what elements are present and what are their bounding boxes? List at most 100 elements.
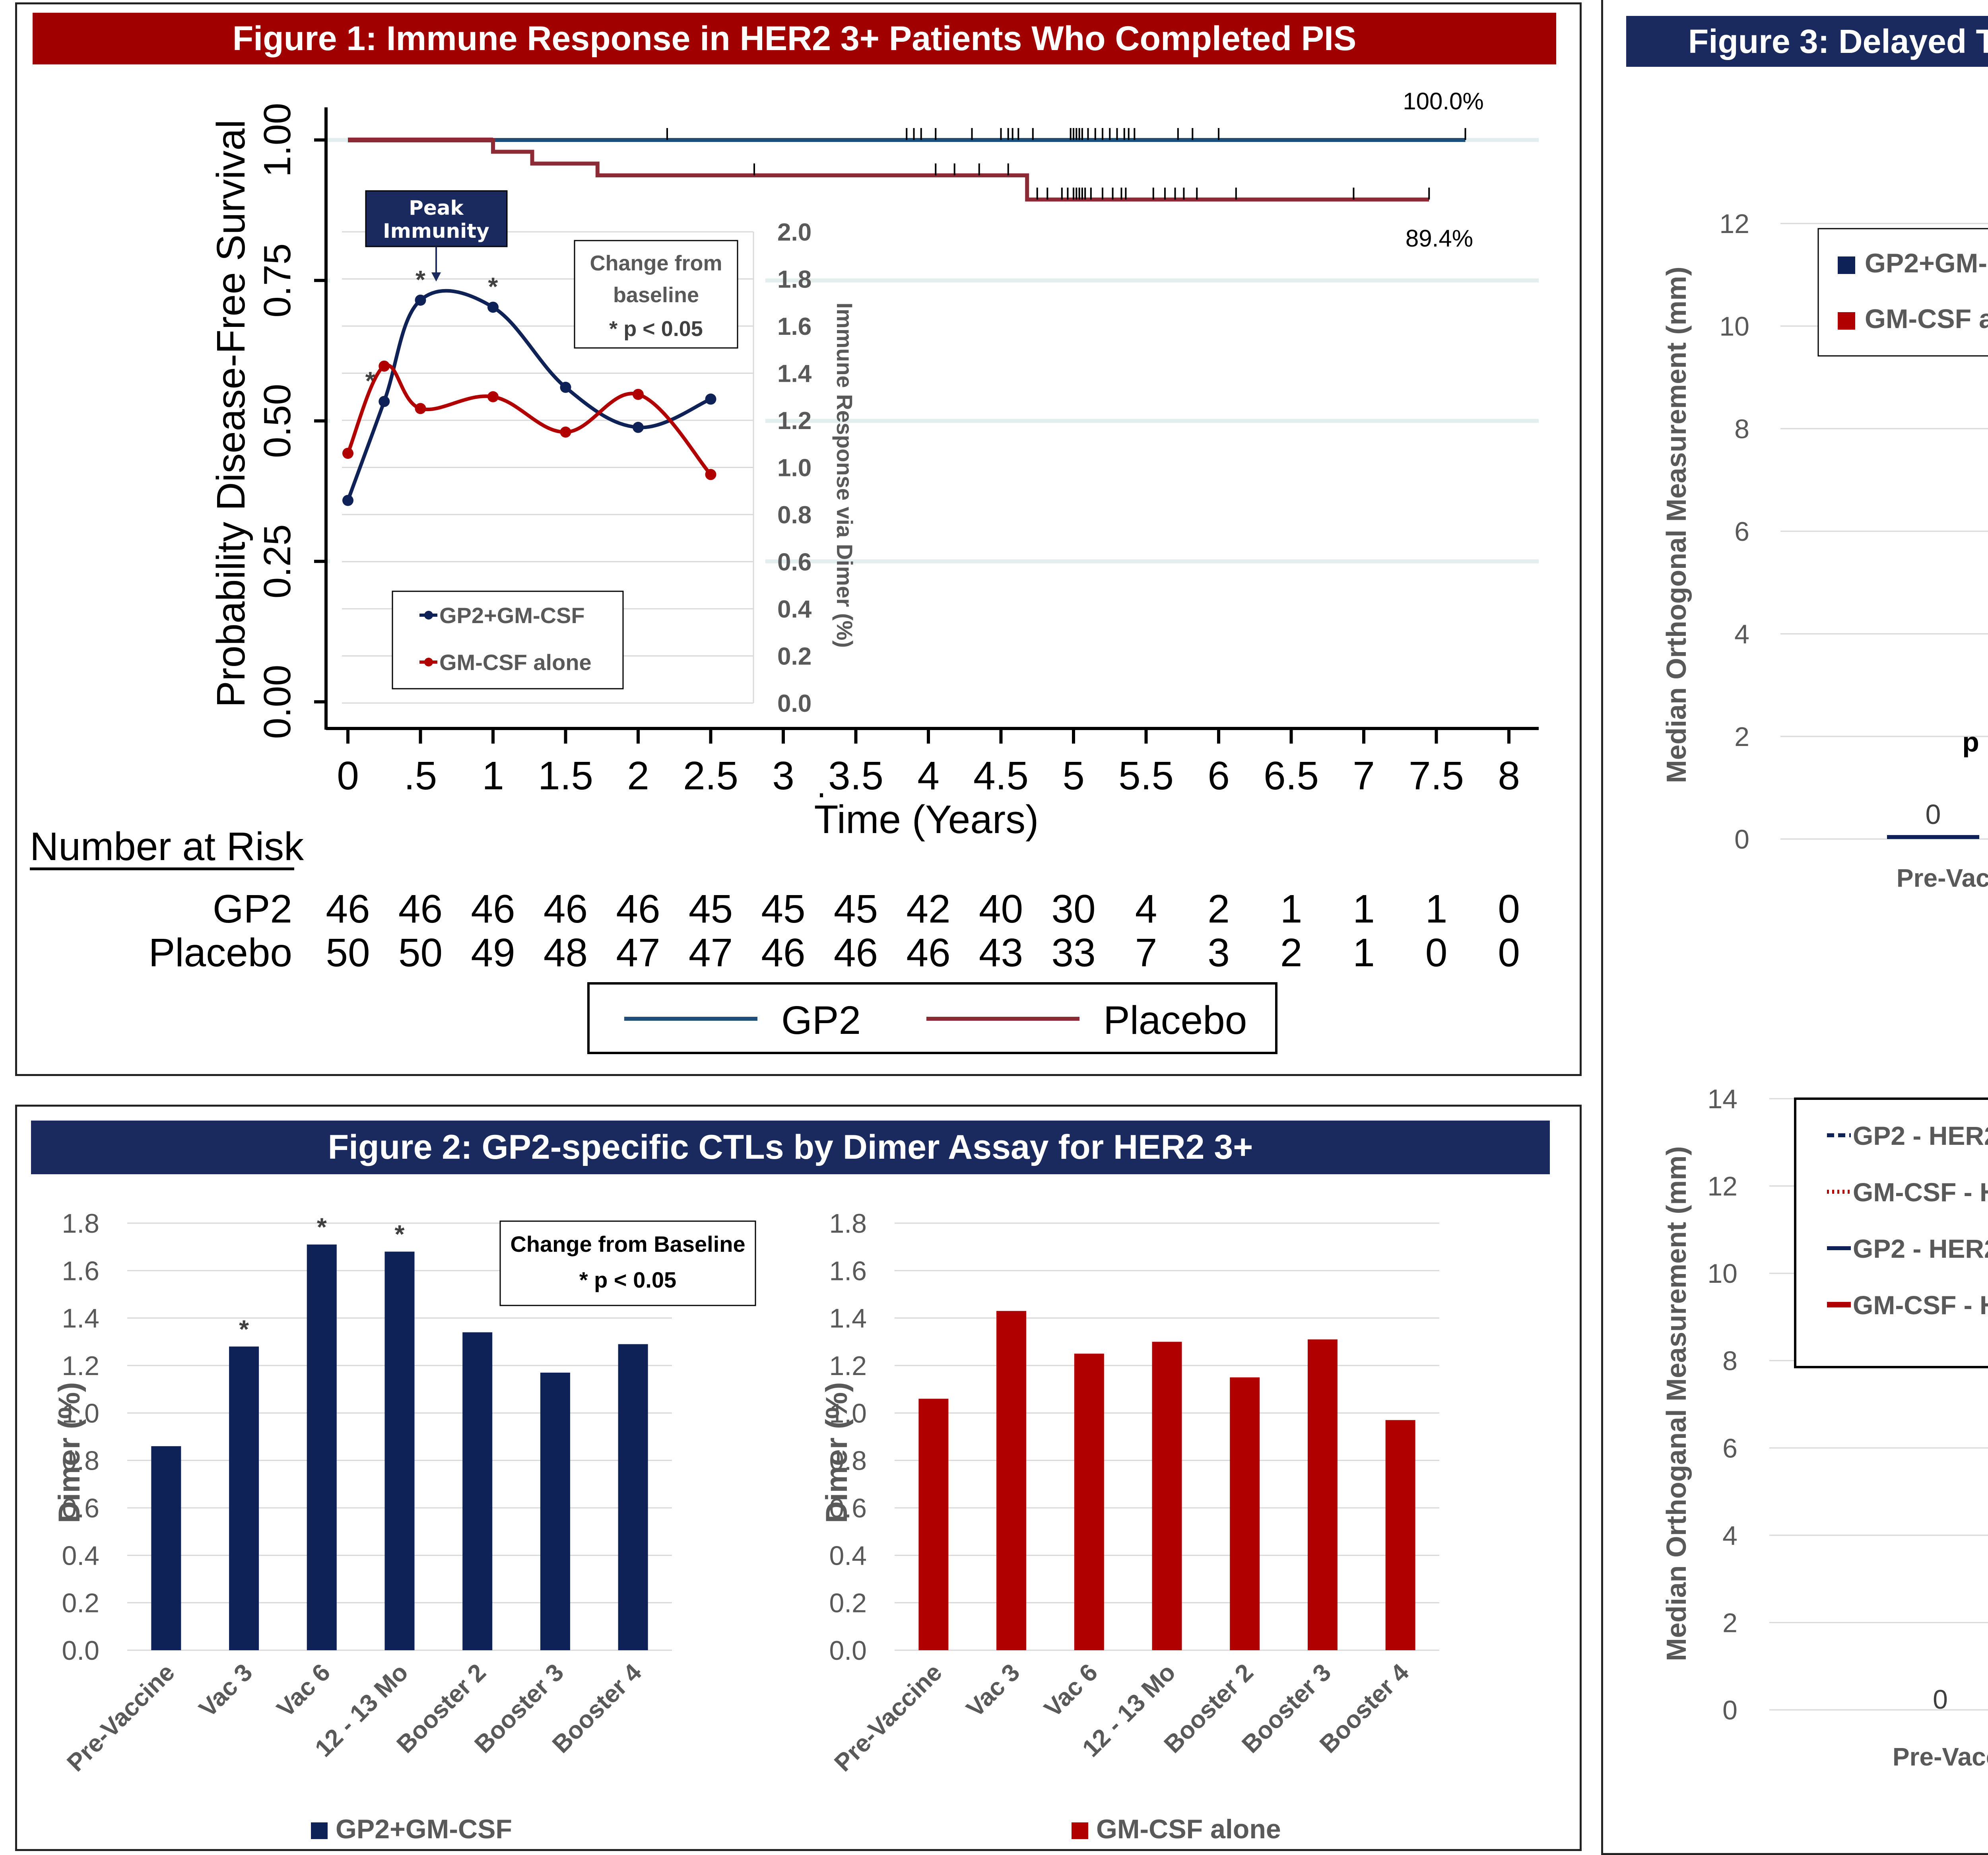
y-tick-label: 0.4: [829, 1540, 867, 1571]
km-y-tick-label: 0.75: [256, 243, 299, 318]
risk-cell: 50: [398, 930, 443, 975]
fig3b-y-tick-label: 0: [1722, 1695, 1738, 1725]
bar: [1230, 1377, 1260, 1650]
km-x-tick-label: 3.5: [828, 754, 883, 798]
km-y-tick-label: 0.50: [256, 384, 299, 458]
risk-cell: 33: [1051, 930, 1095, 975]
risk-cell: 1: [1353, 887, 1375, 931]
significance-asterisk: *: [415, 265, 425, 294]
dimer-point-gmcsf: [487, 391, 499, 402]
risk-cell: 2: [1280, 930, 1303, 975]
y-tick-label: 1.4: [829, 1303, 867, 1334]
peak-immunity-label: Peak: [409, 196, 464, 219]
km-y-axis-label: Probability Disease-Free Survival: [209, 120, 253, 707]
risk-cell: 45: [689, 887, 733, 931]
dimer-legend-label: GP2+GM-CSF: [439, 603, 585, 628]
fig3b-data-label: 0: [1933, 1684, 1948, 1715]
dimer-point-gmcsf: [342, 447, 353, 459]
dimer-y-tick-label: 0.0: [777, 690, 812, 717]
y-tick-label: 0.0: [62, 1636, 99, 1666]
dimer-point-gmcsf: [705, 469, 716, 480]
y-tick-label: 0.2: [829, 1588, 867, 1618]
risk-cell: 40: [979, 887, 1023, 931]
km-legend-label-placebo: Placebo: [1103, 998, 1247, 1043]
dimer-y-tick-label: 0.6: [777, 549, 812, 576]
y-tick-label: 0.2: [62, 1588, 99, 1618]
fig3a-data-label: 0: [1926, 799, 1941, 830]
number-at-risk-label: Number at Risk: [30, 824, 304, 869]
risk-cell: 46: [471, 887, 515, 931]
bar: [918, 1399, 949, 1650]
dimer-y-tick-label: 0.8: [777, 501, 812, 529]
risk-cell: 46: [326, 887, 370, 931]
km-end-label-gp2: 100.0%: [1403, 88, 1484, 115]
dimer-point-gmcsf: [379, 360, 390, 372]
dimer-y-tick-label: 1.2: [777, 407, 812, 435]
risk-cell: 7: [1135, 930, 1157, 975]
dimer-point-gp2: [342, 495, 353, 506]
fig3b-y-tick-label: 4: [1722, 1521, 1738, 1551]
bar: [229, 1346, 259, 1650]
fig3b-x-tick-label: Pre-Vaccination: [1893, 1742, 1988, 1771]
risk-cell: 47: [689, 930, 733, 975]
change-from-baseline-box: [499, 1220, 756, 1306]
risk-cell: 4: [1135, 887, 1157, 931]
risk-cell: 42: [906, 887, 950, 931]
km-x-tick-label: 7.5: [1409, 754, 1464, 798]
fig3b-legend-label: GP2 - HER2/3+: [1853, 1234, 1988, 1263]
significance-asterisk: *: [239, 1315, 249, 1343]
risk-cell: 49: [471, 930, 515, 975]
dimer-y-tick-label: 1.0: [777, 455, 812, 482]
dimer-point-gp2: [415, 294, 426, 306]
bar: [618, 1344, 648, 1650]
risk-cell: 45: [761, 887, 805, 931]
y-tick-label: 0.6: [62, 1493, 99, 1523]
bar: [1307, 1339, 1338, 1650]
bar: [1074, 1354, 1104, 1650]
fig3a-bar: [1887, 835, 1979, 839]
dimer-y-tick-label: 1.4: [777, 360, 812, 388]
legend-swatch: [311, 1822, 328, 1839]
dimer-y-axis-label: Immune Response via Dimer (%): [832, 303, 857, 648]
y-tick-label: 1.0: [62, 1398, 99, 1428]
x-tick-label: Pre-Vaccine: [829, 1659, 947, 1777]
risk-cell: 46: [906, 930, 950, 975]
figure2-title: Figure 2: GP2-specific CTLs by Dimer Ass…: [31, 1121, 1550, 1174]
fig3b-y-tick-label: 2: [1722, 1608, 1738, 1638]
dimer-point-gp2: [705, 393, 716, 405]
y-tick-label: 0.6: [829, 1493, 867, 1523]
legend-swatch: [1072, 1822, 1088, 1839]
fig3a-y-tick-label: 12: [1719, 209, 1749, 239]
risk-cell: 1: [1353, 930, 1375, 975]
risk-cell: 1: [1425, 887, 1448, 931]
risk-cell: 0: [1498, 887, 1520, 931]
dimer-point-gmcsf: [633, 388, 644, 400]
fig3a-y-tick-label: 0: [1734, 824, 1749, 855]
y-tick-label: 1.2: [829, 1351, 867, 1381]
figure3-title: Figure 3: Delayed Type Hypersensitivity …: [1626, 16, 1988, 67]
km-curve-placebo: [348, 138, 1429, 202]
km-x-tick-label: 0: [337, 754, 359, 798]
dimer-y-tick-label: 2.0: [777, 219, 812, 246]
km-x-tick-label: 5.5: [1118, 754, 1174, 798]
y-tick-label: 1.6: [829, 1256, 867, 1286]
risk-row-label: GP2: [213, 887, 292, 931]
x-tick-label: Vac 6: [1039, 1659, 1103, 1723]
fig3a-y-axis-label: Median Orthogonal Measurement (mm): [1661, 266, 1692, 783]
fig3a-legend-label: GP2+GM-CSF: [1865, 248, 1988, 278]
fig3a-y-tick-label: 8: [1734, 414, 1749, 444]
fig3a-legend-label: GM-CSF alone: [1865, 304, 1988, 334]
bar: [384, 1251, 415, 1650]
km-x-tick-label: 2: [627, 754, 649, 798]
significance-asterisk: *: [317, 1213, 327, 1241]
y-tick-label: 0.8: [829, 1446, 867, 1476]
change-box-text: * p < 0.05: [609, 317, 703, 341]
legend-label: GP2+GM-CSF: [336, 1814, 512, 1844]
dimer-point-gp2: [633, 422, 644, 433]
fig3a-p-value: p = NS: [1962, 726, 1988, 758]
y-tick-label: 1.8: [829, 1208, 867, 1239]
change-box-text: Change from Baseline: [510, 1231, 745, 1257]
y-tick-label: 0.0: [829, 1636, 867, 1666]
km-x-tick-label: .5: [404, 754, 437, 798]
risk-cell: 46: [398, 887, 443, 931]
